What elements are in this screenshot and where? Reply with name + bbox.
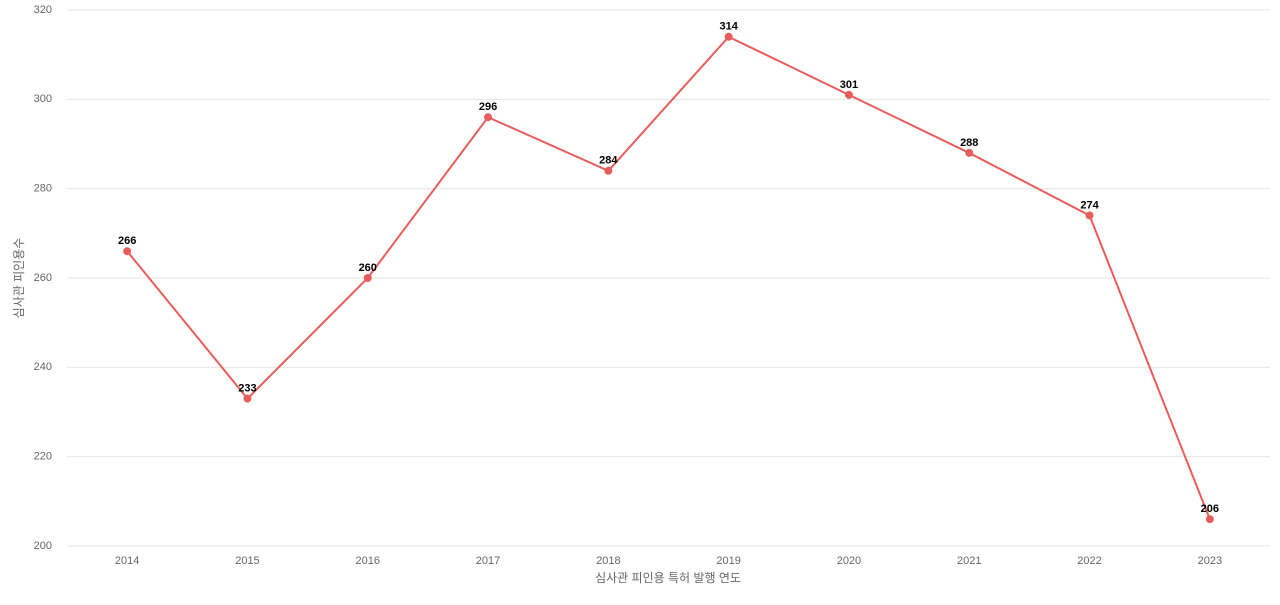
data-label: 288: [960, 137, 978, 149]
x-tick-label: 2023: [1198, 555, 1222, 567]
point: [1205, 515, 1214, 524]
data-label: 314: [719, 21, 738, 33]
y-tick-label: 220: [34, 451, 52, 463]
y-tick-label: 320: [34, 4, 52, 16]
data-label: 284: [599, 155, 618, 167]
y-tick-label: 260: [34, 272, 52, 284]
y-tick-label: 280: [34, 183, 52, 195]
data-label: 260: [359, 262, 377, 274]
y-tick-label: 300: [34, 93, 52, 105]
point: [844, 90, 853, 99]
x-tick-label: 2018: [596, 555, 620, 567]
y-axis-title: 심사관 피인용수: [12, 238, 26, 319]
x-tick-label: 2022: [1077, 555, 1101, 567]
x-tick-label: 2020: [837, 555, 861, 567]
data-label: 296: [479, 101, 497, 113]
x-tick-label: 2021: [957, 555, 981, 567]
point: [243, 394, 252, 403]
x-tick-label: 2017: [476, 555, 500, 567]
x-tick-label: 2014: [115, 555, 139, 567]
data-label: 266: [118, 235, 136, 247]
data-label: 206: [1201, 503, 1219, 515]
x-tick-label: 2015: [235, 555, 259, 567]
data-label: 274: [1080, 199, 1099, 211]
y-tick-label: 200: [34, 540, 52, 552]
point: [123, 247, 132, 256]
point: [724, 32, 733, 41]
point: [604, 166, 613, 175]
point: [484, 113, 493, 122]
x-axis-title: 심사관 피인용 특허 발행 연도: [595, 570, 741, 585]
point: [363, 274, 372, 282]
point: [965, 148, 974, 157]
line: [126, 35, 1211, 520]
x-tick-label: 2019: [716, 555, 740, 567]
point: [1085, 211, 1094, 220]
data-label: 301: [840, 79, 858, 91]
x-tick-label: 2016: [356, 555, 380, 567]
data-label: 233: [238, 383, 256, 395]
y-tick-label: 240: [34, 361, 52, 373]
